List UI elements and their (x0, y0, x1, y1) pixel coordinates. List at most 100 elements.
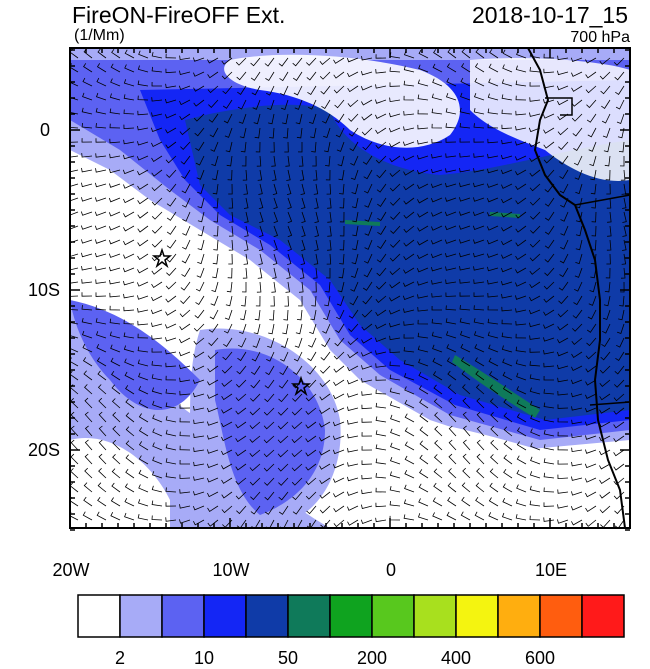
wind-barb (375, 473, 387, 479)
wind-barb (277, 463, 289, 472)
wind-barb (125, 454, 135, 465)
wind-barb (375, 444, 387, 451)
wind-barb (418, 64, 429, 73)
wind-barb (266, 85, 275, 96)
wind-barb (98, 397, 107, 409)
wind-barb (487, 305, 499, 311)
wind-barb (404, 455, 415, 465)
wind-barb (570, 57, 583, 63)
wind-barb (361, 323, 373, 331)
wind-barb (82, 343, 93, 353)
wind-barb (165, 487, 177, 493)
wind-barb (462, 397, 471, 409)
wind-barb (250, 57, 261, 67)
wind-barb (179, 55, 191, 61)
wind-barb (350, 267, 359, 279)
wind-barb (445, 168, 457, 173)
wind-barb (459, 122, 471, 129)
wind-barb (333, 477, 345, 483)
wind-barb (432, 371, 443, 381)
wind-barb (236, 505, 247, 515)
wind-barb (151, 387, 163, 395)
wind-barb (137, 514, 149, 521)
wind-barb (238, 323, 247, 335)
wind-barb (181, 183, 191, 194)
wind-barb (557, 364, 569, 370)
wind-barb (489, 371, 499, 381)
wind-barb (430, 183, 443, 189)
wind-barb (320, 85, 331, 95)
wind-barb (264, 379, 275, 389)
wind-barb (417, 332, 429, 339)
wind-barb (459, 252, 471, 258)
wind-barb (431, 123, 443, 129)
wind-barb (151, 281, 163, 289)
wind-barb (347, 393, 359, 398)
wind-barb (613, 57, 625, 66)
wind-barb (417, 513, 429, 521)
wind-barb (309, 323, 317, 335)
wind-barb (362, 281, 373, 291)
wind-barb (620, 169, 626, 181)
wind-barb (278, 379, 289, 389)
units-label: (1/Mm) (74, 27, 125, 44)
wind-barb (388, 309, 401, 315)
wind-barb (347, 447, 359, 453)
wind-barb (179, 113, 191, 121)
wind-barb (83, 482, 93, 493)
wind-barb (416, 267, 429, 273)
wind-barb (360, 85, 373, 91)
wind-barb (473, 197, 485, 202)
wind-barb (109, 123, 121, 129)
wind-barb (557, 417, 569, 423)
wind-barb (557, 460, 569, 465)
wind-barb (228, 183, 233, 195)
wind-barb (543, 375, 554, 381)
wind-barb (70, 253, 79, 257)
wind-barb (599, 407, 611, 414)
wind-barb (347, 337, 359, 346)
wind-barb (403, 155, 415, 161)
wind-barb (417, 294, 429, 299)
wind-barb (599, 477, 611, 484)
wind-barb (347, 351, 359, 359)
wind-barb (82, 357, 93, 367)
wind-barb (490, 425, 499, 437)
wind-barb (557, 377, 569, 383)
wind-barb (431, 108, 443, 115)
wind-barb (284, 295, 289, 307)
wind-barb (570, 505, 583, 511)
wind-barb (360, 351, 373, 357)
wind-barb (375, 363, 387, 368)
colorbar-swatch (455, 594, 499, 638)
wind-barb (95, 292, 107, 297)
wind-barb (559, 267, 569, 278)
wind-barb (152, 400, 163, 409)
wind-barb (193, 406, 205, 411)
wind-barb (137, 141, 149, 146)
wind-barb (418, 371, 429, 381)
wind-barb (557, 519, 569, 524)
wind-barb (285, 155, 290, 167)
wind-barb (389, 295, 401, 302)
wind-barb (346, 379, 359, 385)
wind-barb (350, 169, 359, 181)
wind-barb (461, 370, 471, 381)
wind-barb (332, 463, 345, 469)
wind-barb (433, 454, 443, 465)
wind-barb (462, 467, 471, 479)
wind-barb (462, 439, 471, 451)
wind-barb (575, 197, 583, 209)
wind-barb (434, 440, 443, 451)
wind-barb (445, 182, 457, 188)
wind-barb (319, 57, 331, 65)
wind-barb (585, 85, 597, 94)
wind-barb (347, 505, 359, 511)
wind-barb (419, 412, 429, 423)
wind-barb (84, 411, 93, 423)
wind-barb (433, 398, 443, 409)
wind-barb (267, 337, 275, 349)
wind-barb (515, 320, 527, 326)
country-border (545, 97, 573, 116)
wind-barb (501, 79, 513, 87)
